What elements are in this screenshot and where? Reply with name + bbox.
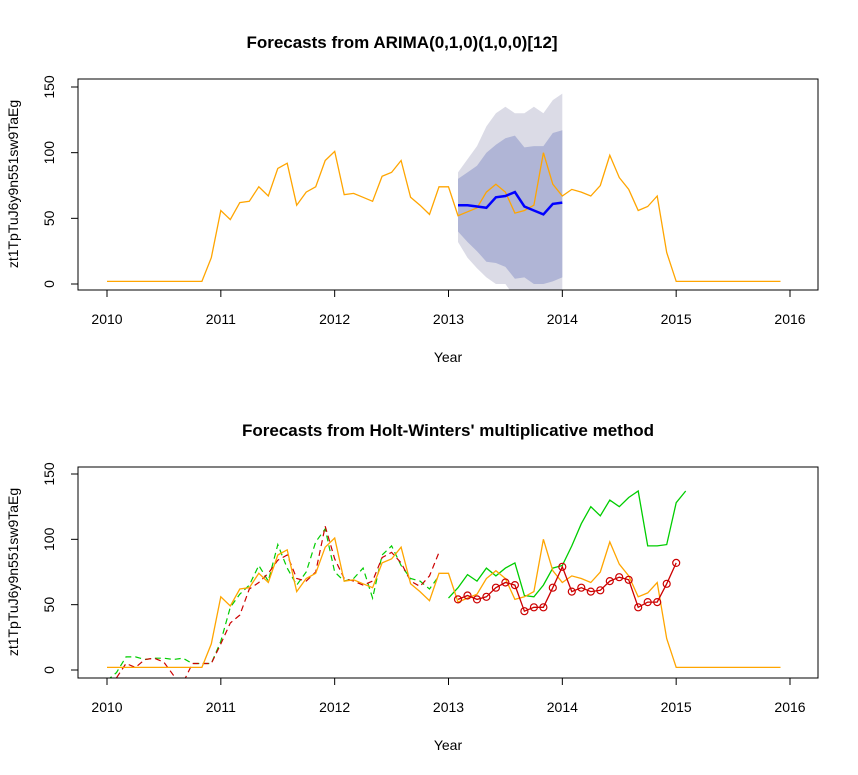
hw-y-label: zt1TpTuJ6y9n551sw9TaEg bbox=[5, 488, 21, 656]
series-hw-red-line bbox=[457, 562, 677, 613]
series-fitted-red-dashed bbox=[113, 526, 440, 678]
x-tick-label: 2016 bbox=[774, 311, 805, 327]
series-actual-line bbox=[107, 536, 781, 669]
holt-winters-panel: Forecasts from Holt-Winters' multiplicat… bbox=[5, 421, 819, 753]
hw-red-point bbox=[491, 583, 500, 592]
hw-plot-frame bbox=[77, 466, 819, 679]
x-tick-label: 2013 bbox=[433, 311, 464, 327]
arima-x-axis: 2010 2011 2012 2013 2014 2015 2016 bbox=[91, 289, 806, 327]
x-tick-label: 2014 bbox=[547, 311, 578, 327]
y-tick-label: 50 bbox=[41, 210, 57, 226]
y-tick-label: 150 bbox=[41, 75, 57, 99]
hw-red-point bbox=[510, 580, 520, 590]
hw-red-point bbox=[501, 578, 510, 587]
x-tick-label: 2011 bbox=[206, 699, 236, 715]
y-tick-label: 150 bbox=[41, 462, 57, 486]
x-tick-label: 2010 bbox=[91, 311, 122, 327]
hw-red-point bbox=[586, 587, 595, 596]
x-tick-label: 2012 bbox=[319, 699, 350, 715]
hw-red-point bbox=[482, 592, 491, 601]
arima-title: Forecasts from ARIMA(0,1,0)(1,0,0)[12] bbox=[246, 33, 557, 52]
arima-plot-frame bbox=[77, 78, 819, 291]
y-tick-label: 0 bbox=[41, 666, 57, 674]
hw-x-label: Year bbox=[434, 737, 463, 753]
hw-red-point bbox=[605, 576, 614, 586]
y-tick-label: 50 bbox=[41, 597, 57, 613]
y-tick-label: 100 bbox=[41, 527, 57, 551]
hw-red-point bbox=[596, 586, 605, 595]
hw-title: Forecasts from Holt-Winters' multiplicat… bbox=[242, 421, 654, 440]
hw-x-axis: 2010 2011 2012 2013 2014 2015 2016 bbox=[91, 677, 806, 715]
series-forecast-line bbox=[458, 190, 563, 216]
hw-red-point bbox=[634, 603, 643, 612]
x-tick-label: 2014 bbox=[547, 699, 578, 715]
x-tick-label: 2016 bbox=[774, 699, 805, 715]
hw-red-point bbox=[577, 583, 586, 592]
hw-red-point bbox=[643, 597, 652, 607]
x-tick-label: 2015 bbox=[661, 311, 692, 327]
arima-y-axis: 0 50 100 150 bbox=[41, 75, 79, 288]
hw-lines bbox=[107, 489, 781, 678]
series-actual-line bbox=[107, 150, 781, 283]
y-tick-label: 0 bbox=[41, 280, 57, 288]
hw-red-point bbox=[672, 558, 681, 568]
arima-x-label: Year bbox=[434, 349, 463, 365]
hw-red-point bbox=[520, 607, 529, 616]
hw-red-point bbox=[463, 591, 472, 600]
hw-red-point bbox=[558, 562, 567, 571]
arima-panel: Forecasts from ARIMA(0,1,0)(1,0,0)[12] 2… bbox=[5, 33, 819, 365]
hw-y-axis: 0 50 100 150 bbox=[41, 462, 79, 674]
hw-red-point bbox=[567, 587, 576, 596]
arima-y-label: zt1TpTuJ6y9n551sw9TaEg bbox=[5, 100, 21, 268]
series-hw-green-line bbox=[448, 489, 687, 599]
hw-red-point bbox=[548, 583, 557, 592]
hw-red-point bbox=[653, 597, 662, 607]
x-tick-label: 2015 bbox=[661, 699, 692, 715]
arima-lines bbox=[107, 150, 781, 283]
x-tick-label: 2012 bbox=[319, 311, 350, 327]
hw-red-point bbox=[539, 603, 548, 612]
x-tick-label: 2013 bbox=[433, 699, 464, 715]
series-fitted-green-dashed bbox=[109, 527, 440, 678]
hw-red-point bbox=[615, 573, 624, 582]
hw-red-point bbox=[529, 603, 539, 612]
hw-red-point bbox=[662, 579, 671, 588]
x-tick-label: 2011 bbox=[206, 311, 236, 327]
y-tick-label: 100 bbox=[41, 141, 57, 165]
hw-red-point bbox=[472, 595, 482, 604]
hw-red-point bbox=[624, 575, 633, 584]
arima-interval-bands bbox=[458, 93, 563, 290]
x-tick-label: 2010 bbox=[91, 699, 122, 715]
hw-red-point bbox=[453, 595, 463, 604]
interval-80-band bbox=[458, 130, 563, 284]
